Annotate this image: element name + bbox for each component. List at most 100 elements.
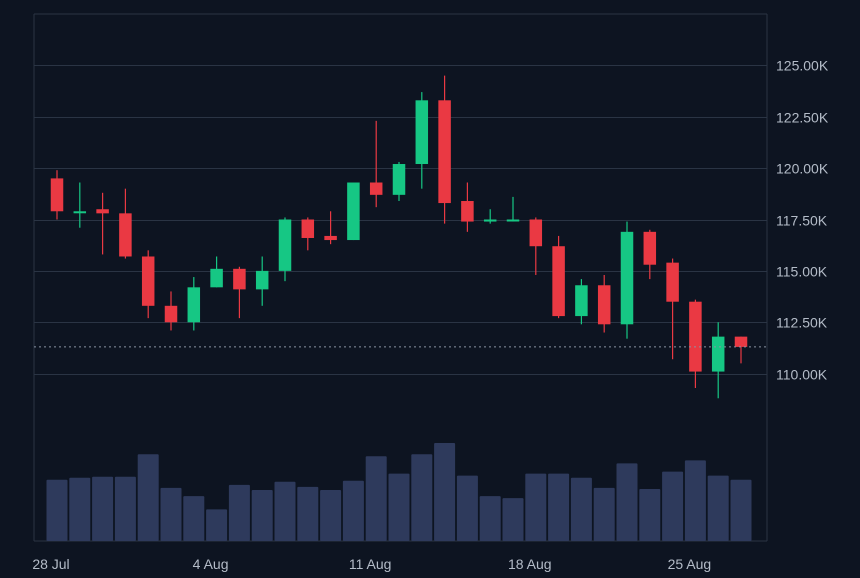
candle-body — [50, 178, 64, 212]
y-tick-label: 122.50K — [776, 110, 829, 126]
candle-body — [461, 201, 474, 222]
x-tick-label: 18 Aug — [508, 556, 552, 572]
y-tick-label: 110.00K — [776, 367, 828, 383]
candle-body — [324, 235, 337, 241]
candle — [575, 279, 588, 325]
candle — [483, 209, 497, 224]
y-tick-label: 112.50K — [776, 315, 828, 331]
volume-bar — [206, 509, 228, 541]
volume-bar — [434, 443, 456, 541]
candle — [461, 182, 474, 232]
candle — [529, 217, 543, 275]
volume-bar — [684, 460, 706, 541]
candle-body — [255, 270, 269, 290]
volume-bar — [342, 480, 364, 541]
candle — [711, 322, 725, 399]
candle-body — [711, 336, 725, 372]
volume-bar — [479, 496, 501, 541]
candle — [689, 299, 702, 389]
candle-body — [392, 164, 406, 195]
candle — [301, 217, 315, 251]
volume-bar — [251, 489, 273, 541]
volume-bar — [274, 481, 296, 541]
candle — [643, 229, 657, 280]
grid-lines — [33, 13, 768, 542]
candle-body — [119, 213, 132, 257]
volume-bar — [297, 486, 319, 541]
candle-body — [552, 246, 565, 317]
candle-body — [734, 336, 748, 347]
candle — [233, 266, 246, 319]
y-tick-label: 125.00K — [776, 58, 829, 74]
volume-bar — [616, 463, 638, 541]
x-tick-label: 11 Aug — [349, 556, 392, 572]
volume-bar — [456, 475, 478, 541]
candle — [597, 274, 611, 333]
candle-body — [438, 100, 451, 204]
candle-body — [666, 262, 679, 302]
candle-body — [233, 268, 246, 290]
volume-bar — [388, 473, 410, 541]
volume-bar — [137, 454, 159, 541]
volume-bar — [662, 471, 684, 541]
candle-body — [620, 231, 634, 325]
volume-bar — [160, 487, 182, 541]
x-tick-label: 4 Aug — [193, 556, 229, 572]
volume-bar — [411, 454, 433, 541]
candle-body — [96, 209, 109, 214]
candle — [438, 75, 451, 224]
volume-bar — [114, 476, 136, 541]
candle — [666, 258, 679, 360]
candle — [734, 336, 748, 364]
volume-bar — [502, 498, 524, 541]
candle — [620, 221, 634, 339]
candle-body — [415, 100, 429, 165]
volume-bar — [639, 488, 661, 541]
volume-bar — [525, 473, 547, 541]
candle-body — [529, 219, 543, 247]
candle — [369, 120, 383, 208]
candle — [278, 217, 292, 282]
candle-body — [347, 182, 360, 241]
candle — [415, 92, 429, 189]
volume-bar — [548, 473, 570, 541]
volume-bar — [365, 456, 387, 541]
candle-body — [575, 285, 588, 317]
candle-body — [597, 285, 611, 325]
candle-body — [164, 305, 178, 323]
volume-bar — [183, 496, 205, 541]
volume-bar — [92, 476, 114, 541]
candle-body — [506, 219, 520, 222]
y-tick-label: 117.50K — [776, 213, 828, 229]
candles — [50, 75, 748, 399]
candle-body — [369, 182, 383, 195]
candle — [552, 235, 565, 319]
candle-body — [187, 287, 201, 323]
y-tick-label: 115.00K — [776, 264, 828, 280]
candle-body — [689, 301, 702, 372]
volume-bar — [69, 477, 91, 541]
candle-body — [483, 219, 497, 222]
candle — [392, 161, 406, 202]
candle-body — [643, 231, 657, 265]
candle — [164, 291, 178, 331]
volume-bar — [570, 477, 592, 541]
volume-bar — [320, 489, 342, 541]
volume-bars — [46, 443, 752, 541]
x-tick-label: 25 Aug — [668, 556, 712, 572]
candle — [50, 170, 64, 220]
volume-bar — [228, 484, 250, 541]
volume-bar — [730, 479, 752, 541]
candle — [73, 182, 87, 228]
candle-body — [210, 268, 223, 288]
y-axis: 110.00K 112.50K 115.00K 117.50K 120.00K 122.5… — [776, 58, 829, 383]
candle — [187, 277, 201, 331]
candle — [210, 256, 223, 288]
y-tick-label: 120.00K — [776, 161, 829, 177]
candle — [119, 188, 132, 259]
candle — [96, 192, 109, 255]
x-tick-label: 28 Jul — [32, 556, 69, 572]
candle-body — [301, 219, 315, 238]
